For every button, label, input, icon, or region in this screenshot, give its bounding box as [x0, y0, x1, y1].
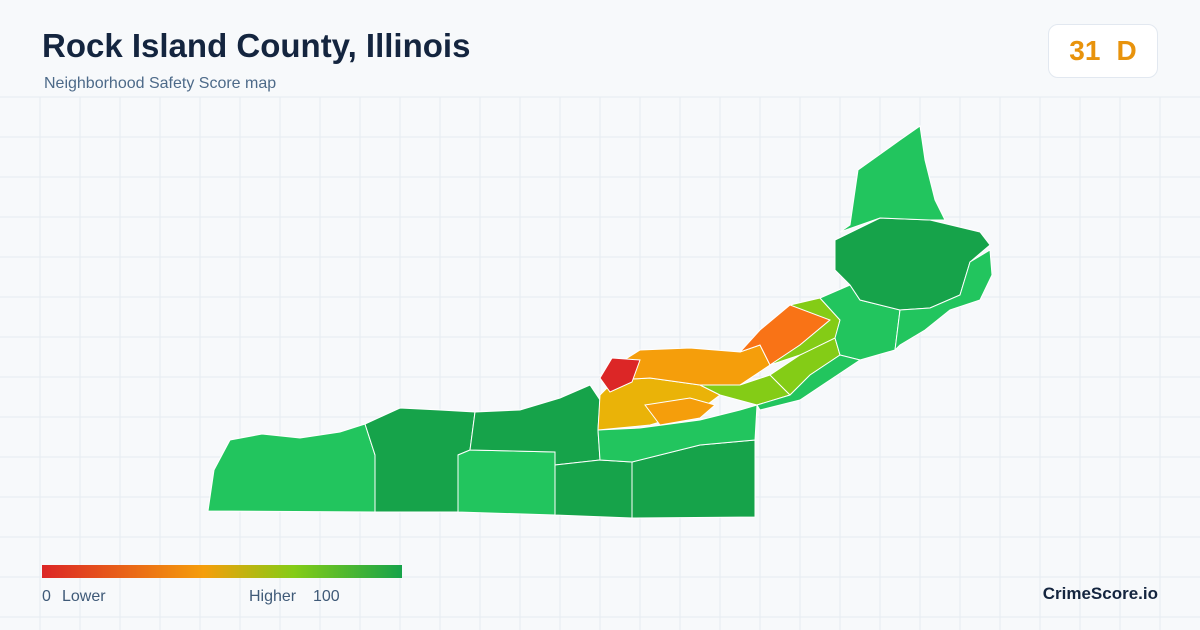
score-badge: 31 D [1048, 24, 1158, 78]
grid [0, 96, 1200, 630]
legend-gradient [42, 565, 402, 578]
score-grade: D [1116, 35, 1137, 66]
brand: CrimeScore.io [1042, 584, 1158, 603]
legend-min-label: Lower [62, 588, 106, 605]
legend-min: 0 [42, 588, 51, 605]
legend-max-label: Higher [249, 588, 297, 605]
legend-max: 100 [313, 588, 340, 605]
title: Rock Island County, Illinois [42, 27, 471, 64]
score-value: 31 [1069, 35, 1101, 66]
subtitle: Neighborhood Safety Score map [44, 75, 277, 92]
tracts [207, 125, 993, 519]
